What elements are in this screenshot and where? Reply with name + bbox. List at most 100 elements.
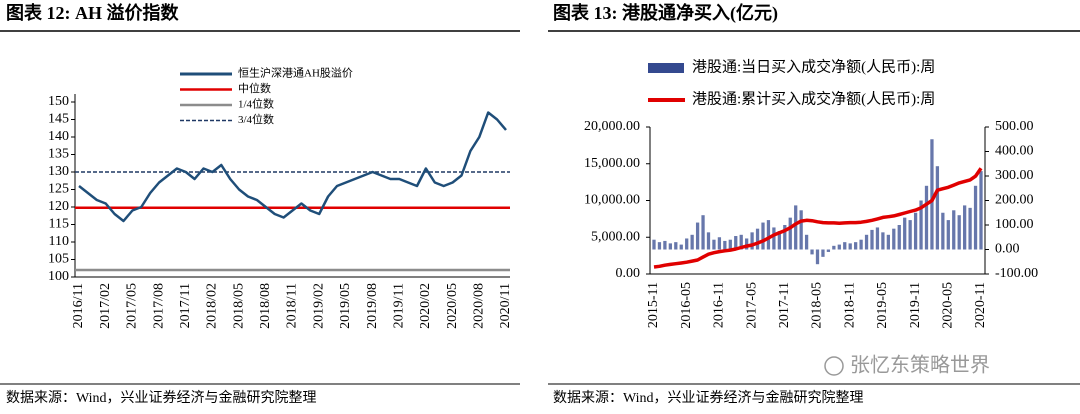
y-tick-label: 20,000.00 [584, 119, 640, 134]
source: 数据来源：Wind，兴业证券经济与金融研究院整理 [553, 390, 864, 406]
bar [810, 249, 814, 255]
y-tick-label: 5,000.00 [591, 229, 640, 244]
y-tick-label: 0.00 [616, 266, 641, 281]
legend-label: 港股通:累计买入成交净额(人民币):周 [692, 89, 935, 107]
bar [881, 232, 885, 250]
x-tick-label: 2017/08 [151, 283, 166, 329]
bar [843, 242, 847, 250]
x-tick-label: 2019/08 [365, 283, 380, 329]
y2-tick-label: 200.00 [995, 193, 1034, 208]
bar [935, 166, 940, 250]
bar [799, 210, 803, 250]
bar [804, 234, 809, 250]
chart-title: 图表 12: AH 溢价指数 [6, 2, 179, 23]
x-tick-label: 2020-11 [973, 282, 988, 328]
bar [777, 231, 781, 250]
bar [695, 222, 700, 250]
legend-label: 1/4位数 [238, 97, 274, 111]
bar [815, 249, 820, 265]
x-tick-label: 2016-05 [679, 282, 694, 329]
bar [685, 238, 689, 250]
bar [870, 229, 874, 250]
y2-tick-label: 0.00 [995, 242, 1020, 257]
series-line [653, 167, 983, 269]
x-tick-label: 2019-11 [908, 282, 923, 328]
x-tick-label: 2020/11 [498, 283, 513, 328]
bar [663, 240, 667, 250]
bar [783, 225, 787, 250]
bar [832, 245, 836, 250]
x-tick-label: 2017/02 [98, 283, 113, 329]
bar [875, 227, 880, 250]
bar [788, 217, 792, 250]
bar [766, 220, 771, 250]
x-tick-label: 2020/08 [472, 283, 487, 329]
bar [903, 217, 907, 250]
watermark-icon [824, 356, 844, 376]
y2-tick-label: 400.00 [995, 144, 1034, 159]
bar [728, 239, 732, 250]
bar [859, 239, 863, 250]
x-tick-label: 2018/05 [231, 283, 246, 329]
x-tick-label: 2019/02 [311, 283, 326, 329]
bar [706, 232, 711, 250]
bar [897, 225, 901, 250]
x-tick-label: 2020/05 [445, 283, 460, 329]
bar [734, 236, 738, 250]
bar [723, 240, 727, 250]
legend-label: 3/4位数 [238, 112, 274, 126]
bar [930, 139, 934, 250]
bar [657, 242, 662, 250]
bar [941, 212, 945, 250]
watermark: 张忆东策略世界 [850, 353, 990, 377]
bar [946, 220, 950, 250]
legend-label: 港股通:当日买入成交净额(人民币):周 [692, 57, 935, 75]
bar [755, 228, 760, 250]
y-tick-label: 145 [48, 112, 69, 127]
legend-label: 中位数 [238, 81, 271, 95]
y2-tick-label: 300.00 [995, 168, 1034, 183]
y2-tick-label: 500.00 [995, 119, 1034, 134]
y-tick-label: 100 [48, 269, 69, 284]
chart-title: 图表 13: 港股通净买入(亿元) [553, 2, 778, 24]
series-line [78, 111, 507, 223]
x-tick-label: 2018-11 [842, 282, 857, 328]
bar [892, 228, 896, 250]
bar [668, 243, 672, 250]
x-tick-label: 2018/11 [285, 283, 300, 328]
bar [886, 234, 890, 250]
y-tick-label: 105 [48, 252, 69, 267]
y-tick-label: 120 [48, 199, 69, 214]
bar [679, 244, 683, 250]
legend-swatch [648, 63, 684, 73]
x-tick-label: 2015-11 [646, 282, 661, 328]
y2-tick-label: 100.00 [995, 217, 1034, 232]
y-tick-label: 15,000.00 [584, 156, 640, 171]
y-tick-label: 135 [48, 147, 69, 162]
legend-label: 恒生沪深港通AH股溢价 [238, 66, 353, 80]
bar [924, 185, 929, 250]
bar [854, 242, 858, 250]
bar [745, 238, 749, 250]
x-tick-label: 2019/05 [338, 283, 353, 329]
bar [963, 205, 967, 250]
bar [750, 232, 754, 250]
y2-tick-label: -100.00 [995, 266, 1038, 281]
y-tick-label: 130 [48, 164, 69, 179]
bar [712, 239, 716, 250]
bar [701, 215, 705, 250]
bar [848, 243, 852, 250]
x-tick-label: 2016/11 [71, 283, 86, 328]
bar [968, 207, 972, 250]
bar [957, 215, 961, 250]
bar [864, 234, 869, 250]
x-tick-label: 2018/08 [258, 283, 273, 329]
x-tick-label: 2020-05 [941, 282, 956, 329]
bar [952, 210, 956, 250]
bar [717, 237, 722, 250]
x-tick-label: 2017-05 [744, 282, 759, 329]
y-tick-label: 115 [49, 217, 69, 232]
source: 数据来源：Wind，兴业证券经济与金融研究院整理 [6, 390, 317, 406]
bar [761, 222, 765, 250]
bar [794, 205, 798, 250]
